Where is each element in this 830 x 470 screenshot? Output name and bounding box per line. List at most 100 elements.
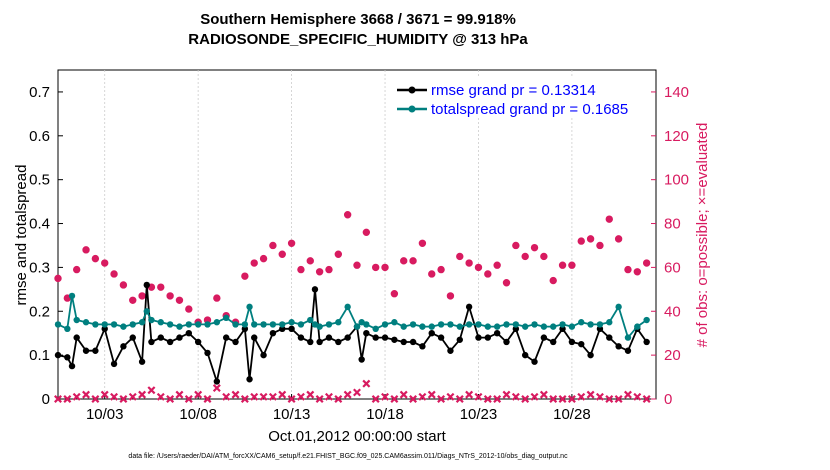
obs-evaluated-point: [362, 379, 371, 388]
totalspread-point: [82, 319, 90, 326]
totalspread-point: [260, 321, 267, 328]
obs-possible-point: [586, 235, 595, 243]
grid-lines: [104, 70, 573, 399]
obs-possible-point: [72, 265, 81, 274]
obs-possible-point: [456, 252, 464, 261]
obs-evaluated-point: [530, 392, 539, 401]
obs-evaluated-point: [212, 384, 221, 393]
right-tick-label: 0: [664, 391, 672, 408]
rmse-point: [176, 334, 183, 341]
totalspread-point: [251, 321, 258, 328]
totalspread-point: [297, 321, 305, 328]
totalspread-point: [138, 319, 146, 326]
legend: rmse grand pr = 0.13314 totalspread gran…: [393, 76, 651, 118]
obs-evaluated-point: [614, 395, 623, 403]
obs-evaluated-point: [502, 390, 511, 399]
obs-evaluated-point: [324, 392, 333, 401]
left-tick-label: 0.6: [29, 128, 50, 145]
obs-evaluated-point: [455, 395, 464, 403]
obs-possible-point: [577, 237, 585, 245]
totalspread-point: [92, 321, 99, 328]
rmse-point: [325, 334, 333, 341]
totalspread-point: [596, 321, 604, 328]
left-axis-ticks: 0 0.1 0.2 0.3 0.4 0.5 0.6 0.7: [29, 84, 63, 408]
rmse-point: [484, 334, 492, 341]
obs-evaluated-point: [558, 395, 567, 403]
rmse-point: [311, 286, 319, 293]
chart-title: Southern Hemisphere 3668 / 3671 = 99.918…: [200, 11, 516, 28]
totalspread-point: [531, 321, 538, 328]
rmse-point: [578, 340, 585, 348]
rmse-point: [503, 338, 510, 346]
totalspread-point: [143, 308, 150, 315]
rmse-point: [447, 347, 454, 354]
totalspread-point: [316, 323, 323, 330]
obs-possible-point: [549, 276, 557, 285]
obs-possible-point: [306, 257, 314, 265]
obs-evaluated-point: [184, 395, 193, 403]
obs-possible-point: [568, 261, 576, 269]
totalspread-point: [503, 321, 510, 328]
obs-evaluated-point: [427, 390, 436, 399]
obs-possible-point: [371, 263, 380, 272]
left-tick-label: 0.7: [29, 84, 50, 101]
totalspread-point: [110, 321, 118, 328]
rmse-point: [381, 334, 389, 341]
obs-possible-point: [119, 281, 128, 289]
obs-possible-point: [91, 254, 100, 263]
obs-possible-point: [287, 239, 296, 247]
rmse-point: [157, 334, 164, 341]
obs-possible-point: [540, 252, 548, 261]
totalspread-point: [568, 323, 576, 330]
rmse-point: [606, 334, 613, 341]
obs-evaluated-point: [586, 390, 595, 399]
obs-evaluated-point: [166, 395, 175, 403]
rmse-point: [456, 336, 463, 343]
rmse-point: [335, 338, 342, 346]
rmse-point: [138, 358, 146, 365]
x-tick-label: 10/18: [366, 406, 404, 423]
rmse-point: [615, 343, 622, 350]
obs-evaluated-point: [409, 395, 418, 403]
right-tick-label: 100: [664, 172, 689, 189]
obs-possible-point: [605, 215, 613, 223]
obs-possible-point: [624, 265, 632, 274]
totalspread-point: [447, 321, 454, 328]
rmse-point: [101, 325, 108, 333]
rmse-point: [166, 338, 174, 346]
left-tick-label: 0.1: [29, 347, 50, 364]
obs-evaluated-point: [82, 390, 91, 399]
obs-evaluated-point: [577, 392, 586, 401]
obs-possible-point: [521, 252, 529, 261]
totalspread-point: [353, 323, 361, 330]
rmse-point: [409, 338, 417, 346]
totalspread-point: [643, 316, 650, 324]
rmse-point: [251, 334, 258, 341]
rmse-point: [148, 338, 155, 346]
y-axis-label-right: # of obs: o=possible; ×=evaluated: [694, 123, 711, 348]
totalspread-point: [194, 321, 202, 328]
rmse-point: [92, 347, 99, 354]
obs-evaluated-point: [437, 395, 446, 403]
obs-evaluated-point: [100, 390, 109, 399]
rmse-point: [475, 334, 482, 341]
x-tick-label: 10/28: [553, 406, 591, 423]
rmse-point: [241, 325, 249, 333]
totalspread-point: [269, 321, 277, 328]
rmse-point: [307, 338, 314, 346]
obs-evaluated-point: [353, 388, 361, 397]
obs-possible-point: [166, 292, 174, 300]
obs-possible-point: [512, 241, 520, 250]
totalspread-point: [578, 319, 585, 326]
rmse-point: [531, 358, 538, 365]
totalspread-point: [484, 323, 492, 330]
rmse-point: [559, 325, 566, 333]
rmse-point: [391, 336, 398, 343]
rmse-point: [54, 351, 62, 359]
totalspread-point: [222, 314, 230, 322]
totalspread-point: [213, 319, 221, 326]
obs-evaluated-point: [483, 395, 492, 403]
obs-possible-point: [269, 241, 277, 250]
obs-evaluated-point: [493, 395, 502, 403]
totalspread-point: [428, 323, 435, 330]
